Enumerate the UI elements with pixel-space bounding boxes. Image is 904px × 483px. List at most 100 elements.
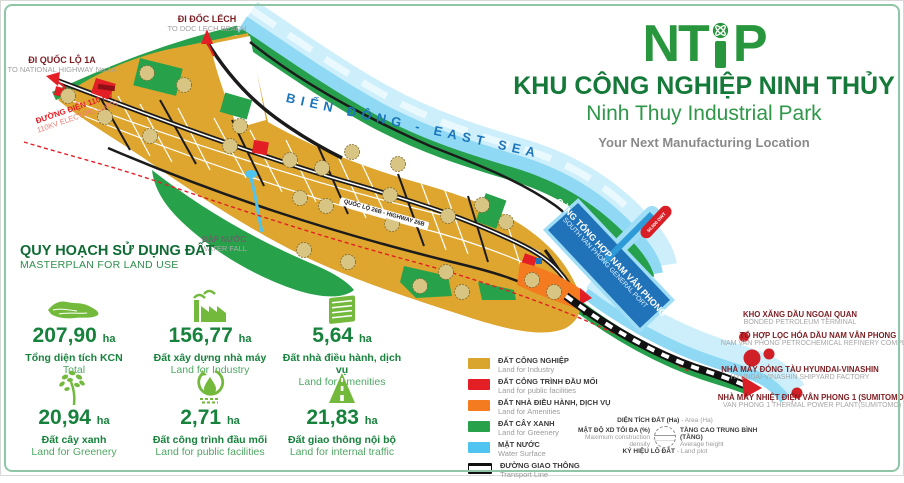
tagline: Your Next Manufacturing Location	[598, 135, 810, 150]
plot-key-middle: MẬT ĐỘ XD TỐI ĐA (%) Maximum constructio…	[560, 426, 770, 448]
stat-label-vi: Đất xây dựng nhà máy	[153, 352, 267, 364]
swatch-transport	[468, 463, 492, 474]
stat-label-en: Total	[62, 364, 86, 376]
plot-key-area: DIỆN TÍCH ĐẤT (Ha) - Area (Ha)	[560, 417, 770, 424]
legend-item-industry: ĐẤT CÔNG NGHIỆP Land for Industry	[468, 356, 611, 374]
direction-arrows	[46, 29, 215, 89]
stat-label-vi: Tổng diện tích KCN	[25, 352, 123, 364]
label-water-fall: ĐẬP NƯỚC WATER FALL	[164, 235, 284, 253]
legend-en: Transport Line	[500, 469, 549, 479]
water-recycle-icon	[144, 366, 276, 406]
legend-item-transport: ĐƯỜNG GIAO THÔNG Transport Line	[468, 461, 611, 479]
building-icon	[276, 284, 408, 324]
park-map-icon	[8, 284, 140, 324]
stat-greenery: 20,94 ha Đất cây xanh Land for Greenery	[8, 366, 140, 458]
stat-unit: ha	[238, 333, 252, 345]
stat-total-area: 207,90 ha Tổng diện tích KCN Total	[8, 284, 140, 376]
logo-i-stem	[714, 41, 726, 68]
stat-label-vi: Đất giao thông nội bộ	[288, 434, 396, 446]
logo-i	[712, 20, 729, 68]
swatch-public-facilities	[468, 379, 490, 390]
stat-internal-traffic: 21,83 ha Đất giao thông nội bộ Land for …	[276, 366, 408, 458]
factory-icon	[144, 284, 276, 324]
page-title-en: Ninh Thuy Industrial Park	[586, 102, 822, 125]
port: 50.000 DWT	[543, 198, 675, 333]
stat-industry: 156,77 ha Đất xây dựng nhà máy Land for …	[144, 284, 276, 376]
facility-dots	[739, 332, 803, 399]
stat-label-vi: Đất nhà điều hành, dịch vụ	[282, 352, 402, 376]
logo-text-left: NT	[642, 15, 709, 73]
legend-en: Land for public facilities	[498, 385, 576, 395]
stat-label-vi: Đất cây xanh	[41, 434, 107, 446]
legend-en: Water Surface	[498, 448, 546, 458]
road-icon	[276, 366, 408, 406]
legend-en: Land for Amenities	[498, 406, 561, 416]
stat-unit: ha	[364, 415, 378, 427]
logo-text-right: P	[732, 15, 768, 73]
plot-key-area-en: - Area (Ha)	[681, 417, 713, 424]
legend: ĐẤT CÔNG NGHIỆP Land for Industry ĐẤT CÔ…	[468, 356, 611, 483]
legend-item-water: MẶT NƯỚC Water Surface	[468, 440, 611, 458]
stat-amenities: 5,64 ha Đất nhà điều hành, dịch vụ Land …	[276, 284, 408, 388]
facility-thermal-plant: NHÀ MÁY NHIỆT ĐIỆN VÂN PHONG 1 (SUMITOMO…	[718, 393, 904, 410]
leaf-globe-icon	[712, 22, 728, 39]
plot-key: DIỆN TÍCH ĐẤT (Ha) - Area (Ha) MẬT ĐỘ XD…	[560, 417, 770, 455]
plot-key-density-vi: MẬT ĐỘ XD TỐI ĐA (%)	[578, 426, 650, 434]
legend-item-amenities: ĐẤT NHÀ ĐIỀU HÀNH, DỊCH VỤ Land for Amen…	[468, 398, 611, 416]
label-doc-lech-vi: ĐI ĐỐC LẾCH	[177, 14, 237, 24]
plot-key-area-vi: DIỆN TÍCH ĐẤT (Ha)	[617, 417, 680, 424]
electric-arrow	[580, 288, 592, 305]
stat-label-en: Land for Industry	[170, 364, 250, 376]
stat-unit: ha	[96, 415, 110, 427]
plot-key-density-en: Maximum construction density	[584, 433, 650, 448]
legend-item-public-facilities: ĐẤT CÔNG TRÌNH ĐẦU MỐI Land for public f…	[468, 377, 611, 395]
plot-key-symbol-en: - Land plot	[676, 448, 708, 455]
plot-seal-sample-icon	[654, 426, 676, 448]
legend-vi: ĐẤT CÂY XANH	[498, 419, 555, 428]
facility-shipyard: NHÀ MÁY ĐÓNG TÀU HYUNDAI-VINASHIN HYUNDA…	[721, 365, 879, 382]
plot-key-symbol: KÝ HIỆU LÔ ĐẤT - Land plot	[560, 448, 770, 455]
facility-en: VAN PHONG 1 THERMAL POWER PLANT(SUMITOMO…	[722, 402, 902, 409]
label-highway-1a-en: TO NATIONAL HIGHWAY No.1A	[7, 65, 117, 74]
stream	[248, 174, 264, 233]
stat-value: 207,90	[32, 324, 97, 347]
label-dam-vi: ĐẬP NƯỚC	[202, 235, 246, 244]
facility-en: HYUNDAI-VINASHIN SHIPYARD FACTORY	[730, 374, 870, 381]
pond	[245, 170, 257, 178]
facility-vi: KHO XĂNG DẦU NGOẠI QUAN	[743, 310, 857, 319]
road-end-arrow	[742, 376, 762, 398]
masterplan-title-vi: QUY HOẠCH SỬ DỤNG ĐẤT	[20, 243, 215, 259]
legend-en: Land for Greenery	[498, 427, 559, 437]
sea	[237, 1, 677, 276]
facility-en: NAM VAN PHONG PETROCHEMICAL REFINERY COM…	[720, 340, 904, 347]
plot-seals	[60, 65, 562, 300]
swatch-industry	[468, 358, 490, 369]
facility-refinery-complex: TỔ HỢP LỌC HÓA DẦU NAM VÂN PHONG NAM VAN…	[721, 331, 904, 348]
stat-unit: ha	[226, 415, 240, 427]
stat-label-vi: Đất công trình đầu mối	[152, 434, 268, 446]
facility-vi: NHÀ MÁY ĐÓNG TÀU HYUNDAI-VINASHIN	[721, 365, 879, 374]
swatch-amenities	[468, 400, 490, 411]
stat-value: 5,64	[312, 324, 354, 347]
plot-name-band	[97, 83, 116, 92]
legend-vi: MẶT NƯỚC	[498, 440, 540, 449]
ntip-logo: NT P	[642, 15, 768, 73]
label-dam-en: WATER FALL	[201, 244, 247, 253]
masterplan-title: QUY HOẠCH SỬ DỤNG ĐẤT MASTERPLAN FOR LAN…	[20, 243, 280, 271]
swatch-water	[468, 442, 490, 453]
page-title-vi: KHU CÔNG NGHIỆP NINH THỦY	[513, 72, 895, 100]
tree-icon	[8, 366, 140, 406]
stat-public-facilities: 2,71 ha Đất công trình đầu mối Land for …	[144, 366, 276, 458]
label-doc-lech: ĐI ĐỐC LẾCH TO DOC LECH BEACH	[147, 14, 267, 33]
legend-vi: ĐƯỜNG GIAO THÔNG	[500, 461, 580, 470]
transport-line	[563, 292, 762, 398]
stat-label-en: Land for Greenery	[31, 446, 117, 458]
plot-key-height: TẦNG CAO TRUNG BÌNH (TẦNG) Average heigh…	[680, 427, 766, 448]
legend-en: Land for Industry	[498, 364, 555, 374]
stat-value: 21,83	[306, 406, 359, 429]
facility-petroleum-terminal: KHO XĂNG DẦU NGOẠI QUAN BONDED PETROLEUM…	[743, 310, 857, 327]
label-highway-1a-vi: ĐI QUỐC LỘ 1A	[28, 55, 96, 65]
legend-vi: ĐẤT CÔNG NGHIỆP	[498, 356, 569, 365]
legend-item-greenery: ĐẤT CÂY XANH Land for Greenery	[468, 419, 611, 437]
electric-line	[23, 141, 691, 373]
